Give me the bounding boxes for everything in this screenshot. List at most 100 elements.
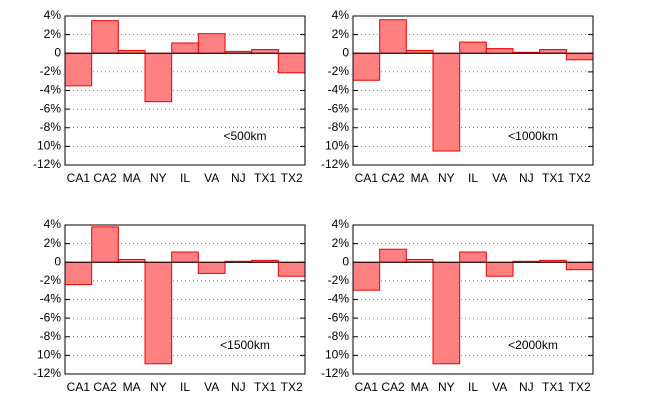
y-tick-label: -2% (40, 64, 62, 78)
y-tick-label: 0 (342, 254, 349, 268)
annotation: <1500km (220, 338, 270, 352)
y-tick-label: -8% (328, 120, 350, 134)
plot-frame (64, 15, 306, 166)
bar (197, 33, 226, 54)
x-tick-label: CA1 (67, 171, 91, 185)
bar (277, 52, 306, 74)
x-tick-label: NJ (231, 380, 246, 394)
x-tick-label: IL (180, 171, 190, 185)
bar (485, 48, 514, 54)
bar (91, 226, 119, 263)
x-tick-label: NJ (519, 380, 534, 394)
x-tick-label: NY (438, 380, 455, 394)
x-tick-label: VA (204, 171, 219, 185)
y-tick-label: 0 (54, 254, 61, 268)
annotation: <1000km (508, 129, 558, 143)
plot-frame (352, 224, 594, 375)
bar (352, 52, 381, 81)
y-tick-label: -4% (328, 83, 350, 97)
x-tick-label: CA1 (355, 380, 379, 394)
x-tick-label: TX1 (254, 171, 276, 185)
y-tick-label: -12% (321, 157, 349, 171)
x-tick-label: CA2 (381, 380, 405, 394)
x-tick-label: CA2 (93, 380, 117, 394)
x-tick-label: TX1 (254, 380, 276, 394)
x-tick-label: NJ (519, 171, 534, 185)
y-tick-label: -2% (328, 273, 350, 287)
annotation: <2000km (508, 338, 558, 352)
bar (64, 261, 93, 286)
x-tick-label: MA (411, 380, 429, 394)
x-tick-label: IL (468, 171, 478, 185)
bar (459, 251, 487, 263)
y-tick-label: -2% (328, 64, 350, 78)
bar (64, 52, 93, 87)
bar (432, 261, 461, 365)
x-tick-label: NY (150, 171, 167, 185)
x-tick-label: TX2 (281, 171, 303, 185)
y-tick-label: 0 (54, 45, 61, 59)
plot-frame (64, 224, 306, 375)
y-tick-label: -4% (40, 83, 62, 97)
panel: 4% 2% 0 -2% -4% -6% -8% 10% -12% CA1 CA2 MA NY IL VA NJ… (321, 217, 594, 394)
y-tick-label: -4% (328, 292, 350, 306)
bar (565, 52, 594, 61)
panel: 4% 2% 0 -2% -4% -6% -8% 10% -12% CA1 CA2 MA NY IL VA NJ… (33, 8, 306, 185)
bar (277, 261, 306, 277)
y-tick-label: 4% (332, 8, 350, 22)
y-tick-label: -6% (40, 101, 62, 115)
y-tick-label: -6% (328, 101, 350, 115)
y-tick-label: -2% (40, 273, 62, 287)
x-tick-label: TX2 (569, 380, 591, 394)
y-tick-label: 2% (44, 27, 62, 41)
y-tick-label: -6% (328, 310, 350, 324)
x-tick-label: NY (150, 380, 167, 394)
x-tick-label: VA (204, 380, 219, 394)
x-tick-label: MA (411, 171, 429, 185)
bar (144, 52, 173, 103)
x-tick-label: TX1 (542, 171, 564, 185)
panel: 4% 2% 0 -2% -4% -6% -8% 10% -12% CA1 CA2 MA NY IL VA NJ… (33, 217, 306, 394)
y-tick-label: -8% (328, 329, 350, 343)
x-tick-label: TX1 (542, 380, 564, 394)
y-tick-label: -6% (40, 310, 62, 324)
y-tick-label: 4% (44, 217, 62, 231)
plot-frame (352, 15, 594, 166)
bar (379, 19, 407, 54)
y-tick-label: -12% (33, 157, 61, 171)
bar (171, 251, 199, 263)
x-tick-label: VA (492, 380, 507, 394)
annotation: <500km (223, 129, 266, 143)
bar (251, 49, 279, 54)
y-tick-label: -12% (321, 366, 349, 380)
x-tick-label: NJ (231, 171, 246, 185)
bar (459, 41, 487, 54)
bar (379, 248, 407, 263)
x-tick-label: MA (123, 171, 141, 185)
y-tick-label: 10% (37, 348, 61, 362)
bar (352, 261, 381, 291)
y-tick-label: 10% (325, 139, 349, 153)
bar (432, 52, 461, 152)
x-tick-label: CA1 (355, 171, 379, 185)
x-tick-label: IL (468, 380, 478, 394)
bar (485, 261, 514, 277)
x-tick-label: IL (180, 380, 190, 394)
y-tick-label: -8% (40, 329, 62, 343)
y-tick-label: 2% (332, 27, 350, 41)
x-tick-label: TX2 (569, 171, 591, 185)
panel: 4% 2% 0 -2% -4% -6% -8% 10% -12% CA1 CA2 MA NY IL VA NJ… (321, 8, 594, 185)
bar (91, 20, 119, 54)
y-tick-label: -8% (40, 120, 62, 134)
bar (144, 261, 173, 365)
x-tick-label: CA1 (67, 380, 91, 394)
x-tick-label: CA2 (381, 171, 405, 185)
y-tick-label: -12% (33, 366, 61, 380)
x-tick-label: NY (438, 171, 455, 185)
y-tick-label: 10% (325, 348, 349, 362)
bar (539, 49, 567, 54)
x-tick-label: MA (123, 380, 141, 394)
y-tick-label: 4% (332, 217, 350, 231)
x-tick-label: VA (492, 171, 507, 185)
